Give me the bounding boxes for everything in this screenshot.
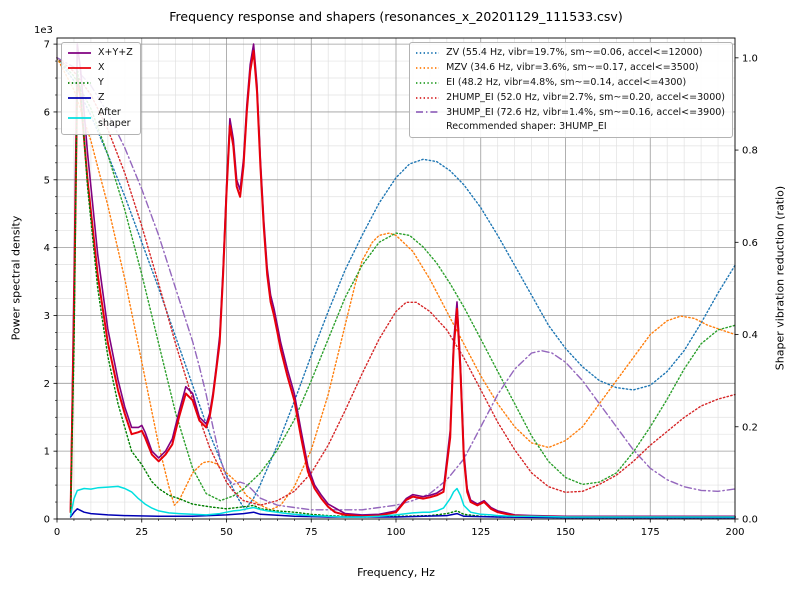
psd-curves bbox=[69, 43, 736, 519]
y2-tick-label: 0.2 bbox=[742, 422, 758, 433]
legend-x-label: X bbox=[98, 61, 105, 73]
ei-curve bbox=[56, 57, 736, 502]
legend-item: Z bbox=[67, 92, 133, 104]
y2-tick-label: 0.6 bbox=[742, 238, 758, 249]
legend-z-line-sample bbox=[68, 96, 91, 99]
legend-y-label: Y bbox=[98, 76, 104, 88]
y2-tick-label: 0.0 bbox=[742, 515, 758, 526]
shaper-curves bbox=[56, 57, 736, 511]
legend-ei-label: EI (48.2 Hz, vibr=4.8%, sm~=0.14, accel<… bbox=[446, 76, 687, 88]
z-curve bbox=[69, 508, 736, 519]
legend-item: X+Y+Z bbox=[67, 47, 133, 59]
legend-ei-line-sample bbox=[416, 81, 440, 84]
legend-y-line-sample bbox=[68, 81, 91, 84]
x-tick-label: 50 bbox=[220, 527, 233, 538]
y-curve bbox=[69, 70, 736, 519]
x-tick-label: 25 bbox=[135, 527, 148, 538]
x-tick-label: 100 bbox=[386, 527, 405, 538]
axis-ticks bbox=[53, 43, 739, 523]
legend-2hump_ei-line-sample bbox=[416, 96, 440, 99]
shaper-legend: ZV (55.4 Hz, vibr=19.7%, sm~=0.06, accel… bbox=[409, 42, 733, 139]
legend-zv-label: ZV (55.4 Hz, vibr=19.7%, sm~=0.06, accel… bbox=[446, 47, 703, 58]
y-tick-label: 5 bbox=[44, 175, 50, 186]
legend-zv-line-sample bbox=[416, 52, 440, 54]
y-tick-label: 6 bbox=[44, 107, 50, 118]
x-tick-label: 75 bbox=[305, 527, 318, 538]
legend-x-line-sample bbox=[68, 66, 91, 69]
y-tick-label: 0 bbox=[44, 515, 50, 526]
legend-item: Recommended shaper: 3HUMP_EI bbox=[415, 121, 725, 133]
y-tick-label: 4 bbox=[44, 243, 50, 254]
x-tick-label: 125 bbox=[471, 527, 490, 538]
legend-item: ZV (55.4 Hz, vibr=19.7%, sm~=0.06, accel… bbox=[415, 47, 725, 59]
psd-legend: X+Y+Z X Y Z After shaper bbox=[61, 42, 141, 136]
legend-item: 3HUMP_EI (72.6 Hz, vibr=1.4%, sm~=0.16, … bbox=[415, 107, 725, 119]
legend-item: 2HUMP_EI (52.0 Hz, vibr=2.7%, sm~=0.20, … bbox=[415, 92, 725, 104]
axis-tick-labels: 0 25 50 75 100 125 150 175 200 0 1 2 3 4 5 6 7 0.0 0.2 0.4 0… bbox=[44, 40, 758, 538]
x-tick-label: 150 bbox=[556, 527, 575, 538]
legend-item: Y bbox=[67, 77, 133, 89]
legend-mzv-line-sample bbox=[416, 66, 440, 69]
legend-mzv-label: MZV (34.6 Hz, vibr=3.6%, sm~=0.17, accel… bbox=[446, 61, 699, 73]
y-tick-label: 1 bbox=[44, 447, 50, 458]
y-axis-multiplier-label: 1e3 bbox=[34, 25, 53, 36]
recommended-shaper-note-line-sample bbox=[415, 122, 440, 132]
y2-tick-label: 1.0 bbox=[742, 53, 758, 64]
zv-curve bbox=[56, 57, 736, 511]
legend-after-shaper-label: After shaper bbox=[98, 106, 131, 130]
major-gridlines bbox=[57, 38, 735, 519]
legend-item: After shaper bbox=[67, 107, 133, 131]
legend-item: EI (48.2 Hz, vibr=4.8%, sm~=0.14, accel<… bbox=[415, 77, 725, 89]
y-tick-label: 2 bbox=[44, 379, 50, 390]
after-shaper-curve bbox=[69, 485, 736, 518]
y2-tick-label: 0.4 bbox=[742, 330, 758, 341]
legend-item: MZV (34.6 Hz, vibr=3.6%, sm~=0.17, accel… bbox=[415, 62, 725, 74]
y-tick-label: 7 bbox=[44, 40, 50, 51]
legend-3hump_ei-line-sample bbox=[416, 111, 440, 114]
legend-x+y+z-label: X+Y+Z bbox=[98, 47, 133, 58]
x-axis-label: Frequency, Hz bbox=[357, 566, 435, 579]
legend-after-shaper-line-sample bbox=[68, 117, 91, 120]
legend-2hump_ei-label: 2HUMP_EI (52.0 Hz, vibr=2.7%, sm~=0.20, … bbox=[446, 91, 725, 103]
2hump_ei-curve bbox=[56, 57, 736, 506]
recommended-shaper-note-label: Recommended shaper: 3HUMP_EI bbox=[446, 121, 607, 133]
chart-title: Frequency response and shapers (resonanc… bbox=[169, 9, 623, 24]
legend-z-label: Z bbox=[98, 91, 105, 103]
x-tick-label: 0 bbox=[54, 527, 60, 538]
y-tick-label: 3 bbox=[44, 311, 50, 322]
legend-x+y+z-line-sample bbox=[68, 52, 91, 54]
y2-tick-label: 0.8 bbox=[742, 146, 758, 157]
x-tick-label: 175 bbox=[641, 527, 660, 538]
legend-item: X bbox=[67, 62, 133, 74]
x-curve bbox=[69, 49, 736, 518]
legend-3hump_ei-label: 3HUMP_EI (72.6 Hz, vibr=1.4%, sm~=0.16, … bbox=[446, 106, 725, 118]
x-tick-label: 200 bbox=[725, 527, 744, 538]
